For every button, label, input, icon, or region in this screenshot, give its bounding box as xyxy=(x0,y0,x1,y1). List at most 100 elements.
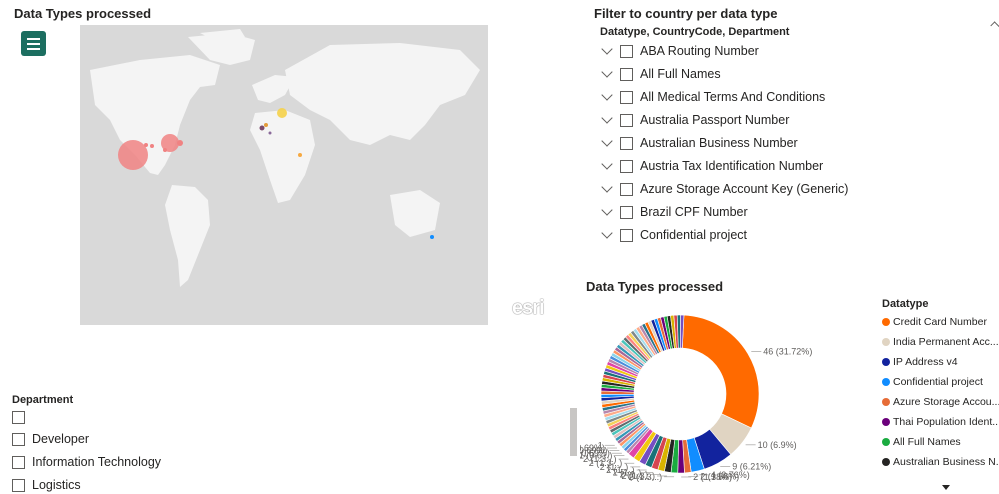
department-item[interactable]: Information Technology xyxy=(12,453,161,471)
data-label: 2 (1.38%) xyxy=(700,472,739,482)
department-item-label: Developer xyxy=(32,432,89,446)
data-label: 2 (1....) xyxy=(613,468,642,478)
legend-item[interactable]: Credit Card Number xyxy=(882,316,999,328)
legend-dot xyxy=(882,418,890,426)
checkbox[interactable] xyxy=(620,44,633,58)
donut-title: Data Types processed xyxy=(586,279,724,294)
data-label: 1 xyxy=(598,440,603,450)
slicer-item-label: All Medical Terms And Conditions xyxy=(640,90,826,104)
department-item-label: Logistics xyxy=(32,478,81,492)
slicer-item[interactable]: All Full Names xyxy=(600,64,721,84)
donut-slice[interactable] xyxy=(680,314,685,349)
scrollbar-thumb[interactable] xyxy=(570,408,577,456)
checkbox[interactable] xyxy=(620,90,633,104)
checkbox[interactable] xyxy=(12,410,25,424)
donut-data-labels: 46 (31.72%)10 (6.9%)9 (6.21%)4 (2.76%)2 … xyxy=(580,346,812,482)
donut-chart[interactable]: 46 (31.72%)10 (6.9%)9 (6.21%)4 (2.76%)2 … xyxy=(580,296,880,492)
chevron-down-icon[interactable] xyxy=(600,67,614,81)
chevron-down-icon[interactable] xyxy=(600,90,614,104)
legend-dot xyxy=(882,438,890,446)
slicer-item[interactable]: All Medical Terms And Conditions xyxy=(600,87,825,107)
legend-dot xyxy=(882,378,890,386)
checkbox[interactable] xyxy=(12,432,25,446)
legend-label: Thai Population Ident... xyxy=(893,416,999,428)
checkbox[interactable] xyxy=(620,67,633,81)
checkbox[interactable] xyxy=(12,478,25,492)
checkbox[interactable] xyxy=(12,455,25,469)
legend-item[interactable]: Azure Storage Accou... xyxy=(882,396,999,408)
donut-slice[interactable] xyxy=(681,314,760,429)
slicer-field-header: Datatype, CountryCode, Department xyxy=(600,26,790,38)
data-label: 2 (1.3...) xyxy=(589,458,623,468)
slicer-item[interactable]: Austria Tax Identification Number xyxy=(600,156,823,176)
slicer-item[interactable]: Confidential project xyxy=(600,225,747,245)
legend-item[interactable]: IP Address v4 xyxy=(882,356,999,368)
legend-item[interactable]: All Full Names xyxy=(882,436,999,448)
legend-item[interactable]: Thai Population Ident... xyxy=(882,416,999,428)
world-map-canvas xyxy=(90,29,480,287)
legend-dot xyxy=(882,338,890,346)
legend-title: Datatype xyxy=(882,298,929,310)
checkbox[interactable] xyxy=(620,159,633,173)
slicer-item[interactable]: Australian Business Number xyxy=(600,133,798,153)
slicer-item-label: Azure Storage Account Key (Generic) xyxy=(640,182,849,196)
legend-label: India Permanent Acc... xyxy=(893,336,999,348)
department-item[interactable]: Developer xyxy=(12,430,89,448)
slicer-item[interactable]: Australia Passport Number xyxy=(600,110,789,130)
legend-item[interactable]: India Permanent Acc... xyxy=(882,336,999,348)
legend-item[interactable]: Confidential project xyxy=(882,376,999,388)
checkbox[interactable] xyxy=(620,113,633,127)
department-title: Department xyxy=(12,394,74,406)
data-label: 2 (1....) xyxy=(606,465,635,475)
chevron-down-icon[interactable] xyxy=(600,113,614,127)
map-bubbles xyxy=(118,108,434,239)
slicer-item-label: All Full Names xyxy=(640,67,721,81)
chevron-down-icon[interactable] xyxy=(600,228,614,242)
legend-label: Australian Business N... xyxy=(893,456,999,468)
slicer-item[interactable]: Azure Storage Account Key (Generic) xyxy=(600,179,848,199)
legend-label: Azure Storage Accou... xyxy=(893,396,999,408)
menu-icon[interactable] xyxy=(21,31,46,56)
legend-label: All Full Names xyxy=(893,436,961,448)
chevron-down-icon[interactable] xyxy=(600,159,614,173)
slicer-item-label: Confidential project xyxy=(640,228,748,242)
slicer-item-label: Australian Business Number xyxy=(640,136,798,150)
chevron-down-icon[interactable] xyxy=(600,182,614,196)
data-label: 1 (0.6...) xyxy=(580,451,612,461)
legend-scroll-down-icon[interactable] xyxy=(942,485,950,490)
slicer-scroll-icon[interactable] xyxy=(990,21,999,33)
department-item[interactable]: Logistics xyxy=(12,476,81,494)
slicer-item[interactable]: ABA Routing Number xyxy=(600,41,759,61)
department-item-label: Information Technology xyxy=(32,455,162,469)
chevron-down-icon[interactable] xyxy=(600,44,614,58)
legend-dot xyxy=(882,398,890,406)
slicer-item-label: Brazil CPF Number xyxy=(640,205,748,219)
slicer-item-label: ABA Routing Number xyxy=(640,44,759,58)
chevron-down-icon[interactable] xyxy=(600,205,614,219)
department-item[interactable] xyxy=(12,408,32,426)
data-label: 1 (0.69%) xyxy=(580,448,610,458)
data-label: 2 (1.38%) xyxy=(693,472,732,482)
donut-slices xyxy=(600,314,760,474)
slicer-title: Filter to country per data type xyxy=(594,6,778,21)
legend-label: Confidential project xyxy=(893,376,983,388)
esri-logo: esri xyxy=(512,297,545,319)
data-label: 2 (1.3...) xyxy=(583,454,617,464)
legend-dot xyxy=(882,458,890,466)
map-visual-title: Data Types processed xyxy=(14,6,152,21)
checkbox[interactable] xyxy=(620,205,633,219)
data-label: 9 (6.21%) xyxy=(732,462,771,472)
slicer-item-label: Austria Tax Identification Number xyxy=(640,159,824,173)
legend-item[interactable]: Australian Business N... xyxy=(882,456,999,468)
slicer-item[interactable]: Brazil CPF Number xyxy=(600,202,748,222)
data-label: 2 (1.3...) xyxy=(622,471,656,481)
chevron-down-icon[interactable] xyxy=(600,136,614,150)
checkbox[interactable] xyxy=(620,136,633,150)
checkbox[interactable] xyxy=(620,228,633,242)
data-label: 2 (1.3...) xyxy=(629,472,663,482)
data-label: 4 (2.76%) xyxy=(711,470,750,480)
data-label: 1 (0.69%) xyxy=(580,446,607,456)
bubble-map[interactable] xyxy=(80,25,488,325)
legend-dot xyxy=(882,318,890,326)
checkbox[interactable] xyxy=(620,182,633,196)
